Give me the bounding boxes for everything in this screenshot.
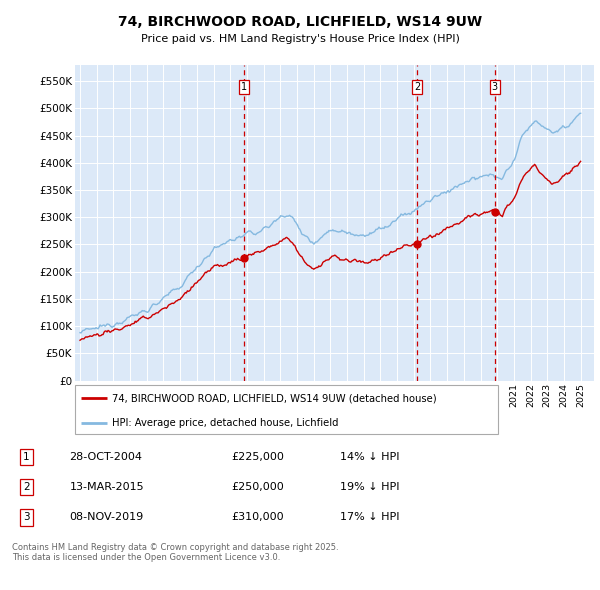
FancyBboxPatch shape <box>75 385 499 434</box>
Text: 3: 3 <box>23 513 30 522</box>
Text: Price paid vs. HM Land Registry's House Price Index (HPI): Price paid vs. HM Land Registry's House … <box>140 34 460 44</box>
Text: 17% ↓ HPI: 17% ↓ HPI <box>340 513 400 522</box>
Text: HPI: Average price, detached house, Lichfield: HPI: Average price, detached house, Lich… <box>112 418 338 428</box>
Text: 14% ↓ HPI: 14% ↓ HPI <box>340 452 400 462</box>
Text: 2: 2 <box>414 83 420 92</box>
Text: 13-MAR-2015: 13-MAR-2015 <box>70 482 144 492</box>
Text: £225,000: £225,000 <box>231 452 284 462</box>
Text: 08-NOV-2019: 08-NOV-2019 <box>70 513 144 522</box>
Text: £310,000: £310,000 <box>231 513 284 522</box>
Text: 28-OCT-2004: 28-OCT-2004 <box>70 452 143 462</box>
Text: 3: 3 <box>492 83 498 92</box>
Text: 74, BIRCHWOOD ROAD, LICHFIELD, WS14 9UW: 74, BIRCHWOOD ROAD, LICHFIELD, WS14 9UW <box>118 15 482 29</box>
Text: Contains HM Land Registry data © Crown copyright and database right 2025.
This d: Contains HM Land Registry data © Crown c… <box>12 543 338 562</box>
Text: 2: 2 <box>23 482 30 492</box>
Text: 1: 1 <box>23 452 30 462</box>
Text: 19% ↓ HPI: 19% ↓ HPI <box>340 482 400 492</box>
Text: £250,000: £250,000 <box>231 482 284 492</box>
Text: 1: 1 <box>241 83 247 92</box>
Text: 74, BIRCHWOOD ROAD, LICHFIELD, WS14 9UW (detached house): 74, BIRCHWOOD ROAD, LICHFIELD, WS14 9UW … <box>112 394 436 404</box>
